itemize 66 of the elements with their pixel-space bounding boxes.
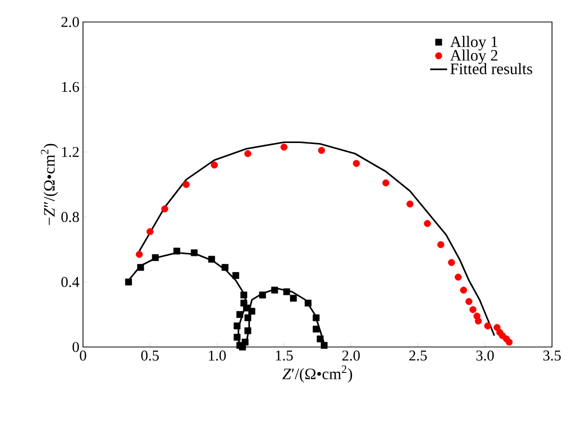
point [318, 146, 326, 154]
point [474, 318, 482, 324]
point [240, 292, 248, 298]
point [304, 300, 312, 307]
point [190, 249, 198, 256]
point [352, 160, 360, 167]
point [460, 286, 468, 294]
y-tick-label: 1.6 [62, 82, 80, 92]
point [242, 338, 249, 346]
x-axis-title: Z′/(Ω•cm$^{2}$) [282, 366, 352, 383]
x-tick-label: 1.0 [208, 350, 226, 361]
point [465, 298, 472, 305]
point [259, 292, 266, 298]
y-tick-label: 2.0 [61, 16, 79, 28]
x-tick-label: 0 [80, 350, 86, 361]
point [283, 288, 290, 296]
y-tick-label: 0 [72, 342, 79, 352]
point [320, 342, 328, 349]
legend-label: Fitted results [450, 63, 532, 74]
point [312, 326, 320, 333]
point [152, 254, 159, 262]
point [437, 241, 444, 248]
y-tick-label: 0.8 [61, 212, 79, 222]
point [136, 250, 143, 258]
point [244, 327, 252, 334]
point [137, 264, 144, 271]
point [454, 274, 462, 281]
point [234, 322, 240, 330]
x-tick-label: 0.5 [141, 350, 159, 361]
point [232, 272, 240, 279]
x-tick-label: 2.5 [409, 350, 427, 361]
y-tick-label: 0.4 [61, 276, 80, 288]
point [290, 294, 297, 302]
point [222, 264, 228, 271]
point [125, 278, 132, 286]
legend-label: Alloy 1 [450, 36, 498, 50]
x-tick-label: 2.0 [342, 350, 360, 361]
legend-label: Alloy 2 [450, 49, 498, 64]
point [146, 228, 154, 236]
y-axis-title: −Z″/(Ω•cm$^{2}$) [40, 144, 58, 226]
point [424, 220, 431, 227]
point [316, 335, 324, 342]
y-tick-label: 1.2 [62, 146, 79, 158]
point [506, 338, 513, 346]
x-tick-label: 3.5 [543, 350, 561, 361]
point [234, 334, 240, 341]
point [469, 306, 476, 314]
x-tick-label: 3.0 [476, 350, 494, 361]
x-tick-label: 1.5 [276, 350, 293, 361]
point [173, 248, 180, 255]
point [243, 304, 250, 312]
point [210, 162, 218, 168]
point [161, 205, 168, 212]
point [244, 314, 252, 322]
point [248, 308, 256, 315]
point [208, 256, 216, 263]
point [312, 314, 320, 322]
point [271, 286, 278, 294]
point [484, 322, 492, 330]
point [448, 259, 455, 266]
point [382, 179, 390, 186]
point [406, 200, 414, 208]
point [236, 311, 244, 318]
point [244, 150, 252, 158]
point [280, 144, 288, 151]
point [182, 181, 190, 188]
